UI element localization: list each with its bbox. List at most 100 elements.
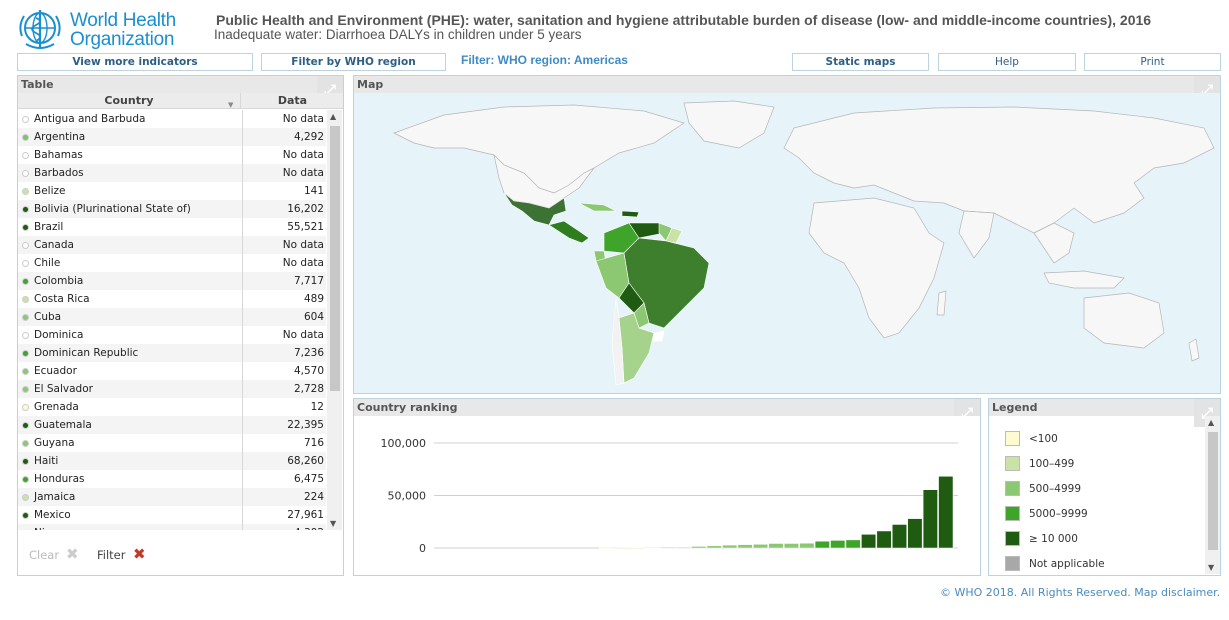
filter-button[interactable]: Filter <box>97 548 126 562</box>
map-central-america <box>548 220 590 244</box>
table-row[interactable]: Mexico 27,961 <box>18 506 326 524</box>
world-map-svg <box>393 100 1215 386</box>
ranking-bar[interactable] <box>737 544 753 549</box>
static-maps-button[interactable]: Static maps <box>792 53 929 71</box>
table-row[interactable]: Dominican Republic 7,236 <box>18 344 326 362</box>
column-header-country[interactable]: Country ▼ <box>18 93 241 109</box>
ranking-bar[interactable] <box>706 545 722 549</box>
sort-arrow-icon[interactable]: ▼ <box>228 101 234 109</box>
map-uruguay <box>651 330 665 342</box>
view-more-indicators-button[interactable]: View more indicators <box>17 53 253 71</box>
row-country: Belize <box>34 185 66 197</box>
row-value: No data <box>242 146 324 164</box>
row-country: Costa Rica <box>34 293 90 305</box>
print-button[interactable]: Print <box>1084 53 1221 71</box>
table-row[interactable]: Barbados No data <box>18 164 326 182</box>
table-row[interactable]: Haiti 68,260 <box>18 452 326 470</box>
ranking-bar[interactable] <box>660 547 676 549</box>
table-row[interactable]: Nicaragua 4,302 <box>18 524 326 530</box>
table-row[interactable]: Jamaica 224 <box>18 488 326 506</box>
ranking-bar[interactable] <box>814 540 830 549</box>
ranking-bar[interactable] <box>922 489 938 549</box>
table-row[interactable]: Guyana 716 <box>18 434 326 452</box>
ranking-bar[interactable] <box>675 546 691 549</box>
table-row[interactable]: Honduras 6,475 <box>18 470 326 488</box>
world-map[interactable] <box>354 93 1220 393</box>
legend-swatch <box>1005 556 1020 571</box>
ranking-bar[interactable] <box>907 518 923 549</box>
legend-swatch <box>1005 431 1020 446</box>
ranking-bar[interactable] <box>892 524 907 549</box>
table-row[interactable]: Bahamas No data <box>18 146 326 164</box>
row-color-dot-icon <box>22 260 29 267</box>
legend-label: 100–499 <box>1029 458 1075 470</box>
row-country: Dominican Republic <box>34 347 139 359</box>
filter-by-region-button[interactable]: Filter by WHO region <box>261 53 446 71</box>
legend-label: 500–4999 <box>1029 483 1082 495</box>
table-row[interactable]: Argentina 4,292 <box>18 128 326 146</box>
ranking-bar[interactable] <box>645 547 660 549</box>
ranking-bar[interactable] <box>830 540 846 549</box>
ranking-bar[interactable] <box>861 534 877 549</box>
table-row[interactable]: El Salvador 2,728 <box>18 380 326 398</box>
legend-scroll-down-icon[interactable]: ▼ <box>1208 563 1215 572</box>
ranking-bar[interactable] <box>691 546 707 549</box>
table-row[interactable]: Guatemala 22,395 <box>18 416 326 434</box>
row-color-dot-icon <box>22 512 29 519</box>
row-value: 7,717 <box>242 272 324 290</box>
table-row[interactable]: Brazil 55,521 <box>18 218 326 236</box>
legend-scroll-thumb[interactable] <box>1208 432 1218 550</box>
scroll-up-arrow-icon[interactable]: ▲ <box>330 112 337 121</box>
table-row[interactable]: Cuba 604 <box>18 308 326 326</box>
table-row[interactable]: Belize 141 <box>18 182 326 200</box>
row-value: No data <box>242 254 324 272</box>
map-panel: Map ⤢ <box>353 75 1221 394</box>
table-row[interactable]: Costa Rica 489 <box>18 290 326 308</box>
clear-x-icon[interactable]: ✖ <box>66 545 79 563</box>
table-row[interactable]: Canada No data <box>18 236 326 254</box>
table-row[interactable]: Colombia 7,717 <box>18 272 326 290</box>
ranking-bar[interactable] <box>938 476 954 549</box>
table-row[interactable]: Dominica No data <box>18 326 326 344</box>
copyright-link[interactable]: © WHO 2018. All Rights Reserved. Map dis… <box>940 586 1221 599</box>
scroll-down-arrow-icon[interactable]: ▼ <box>330 519 337 528</box>
ranking-bar[interactable] <box>629 547 645 549</box>
legend-scrollbar[interactable]: ▲ ▼ <box>1205 416 1220 574</box>
map-india <box>958 210 995 259</box>
ranking-bar[interactable] <box>768 543 784 549</box>
ranking-bar[interactable] <box>722 544 738 549</box>
legend-label: <100 <box>1029 433 1058 445</box>
column-header-data[interactable]: Data <box>277 94 308 107</box>
clear-button[interactable]: Clear <box>29 548 60 562</box>
map-australia <box>1083 292 1165 349</box>
help-button[interactable]: Help <box>938 53 1076 71</box>
row-country: Colombia <box>34 275 84 287</box>
table-row[interactable]: Antigua and Barbuda No data <box>18 110 326 128</box>
ranking-bar[interactable] <box>845 539 861 549</box>
row-country: Bahamas <box>34 149 83 161</box>
row-value: 4,292 <box>242 128 324 146</box>
row-value: No data <box>242 164 324 182</box>
table-row[interactable]: Bolivia (Plurinational State of) 16,202 <box>18 200 326 218</box>
who-logo[interactable]: World Health Organization <box>16 6 206 52</box>
ranking-bar[interactable] <box>614 547 630 549</box>
row-color-dot-icon <box>22 278 29 285</box>
ranking-bar[interactable] <box>753 544 769 549</box>
table-scrollbar[interactable]: ▲ ▼ <box>327 110 342 530</box>
ranking-bar[interactable] <box>876 530 892 549</box>
ranking-bar[interactable] <box>598 547 614 550</box>
row-value: 4,570 <box>242 362 324 380</box>
row-value: 716 <box>242 434 324 452</box>
row-country: Ecuador <box>34 365 77 377</box>
row-color-dot-icon <box>22 170 29 177</box>
y-tick-label: 100,000 <box>381 437 427 450</box>
ranking-bar[interactable] <box>783 543 799 549</box>
ranking-bar[interactable] <box>799 542 815 549</box>
legend-scroll-up-icon[interactable]: ▲ <box>1208 418 1215 427</box>
filter-x-icon[interactable]: ✖ <box>133 545 146 563</box>
who-emblem-icon <box>19 10 61 49</box>
scroll-thumb[interactable] <box>330 126 340 391</box>
table-row[interactable]: Ecuador 4,570 <box>18 362 326 380</box>
table-row[interactable]: Chile No data <box>18 254 326 272</box>
table-row[interactable]: Grenada 12 <box>18 398 326 416</box>
